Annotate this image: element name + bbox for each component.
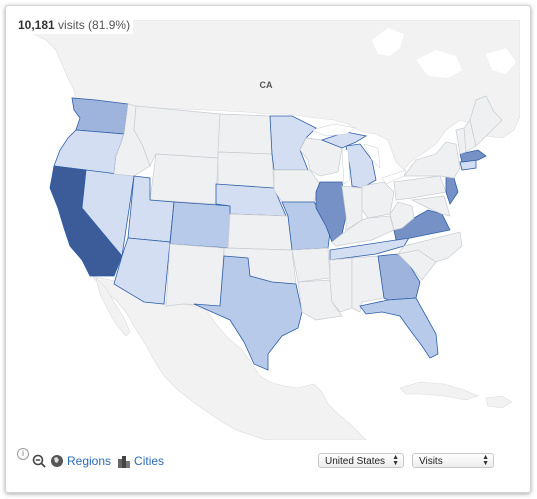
us-map[interactable]: CA bbox=[16, 20, 520, 440]
geo-map-widget: CA 10,181 visits (81.9%) i Regions Citie… bbox=[5, 5, 531, 493]
state-indiana[interactable] bbox=[341, 185, 363, 231]
us-states bbox=[49, 95, 503, 371]
metric-select[interactable]: Visits ▲ ▼ bbox=[412, 453, 494, 468]
canada-water-2 bbox=[416, 50, 462, 78]
map-controls: Regions Cities bbox=[32, 453, 164, 469]
state-south-dakota[interactable] bbox=[217, 151, 275, 191]
canada-water-3 bbox=[486, 48, 516, 74]
info-icon[interactable]: i bbox=[17, 448, 29, 460]
state-iowa[interactable] bbox=[273, 169, 321, 203]
chevron-updown-icon: ▲ ▼ bbox=[482, 454, 489, 467]
state-ohio[interactable] bbox=[361, 181, 395, 219]
state-colorado[interactable] bbox=[169, 201, 233, 249]
zoom-out-icon[interactable] bbox=[32, 454, 46, 468]
lake-michigan bbox=[341, 149, 351, 185]
metric-select-value: Visits bbox=[419, 456, 443, 467]
cities-link[interactable]: Cities bbox=[134, 454, 165, 468]
regions-link[interactable]: Regions bbox=[67, 454, 112, 468]
cuba-island bbox=[399, 381, 479, 401]
visits-summary: 10,181 visits (81.9%) bbox=[15, 16, 134, 34]
state-new-mexico[interactable] bbox=[165, 243, 225, 307]
state-michigan[interactable] bbox=[345, 143, 377, 189]
visits-label: visits (81.9%) bbox=[58, 18, 131, 32]
state-pennsylvania[interactable] bbox=[393, 175, 447, 201]
state-north-carolina[interactable] bbox=[397, 231, 463, 263]
canada-water-1 bbox=[372, 28, 404, 56]
state-arkansas[interactable] bbox=[291, 247, 331, 283]
country-select-value: United States bbox=[325, 456, 386, 467]
state-washington[interactable] bbox=[71, 97, 129, 135]
canada-label: CA bbox=[260, 80, 273, 90]
state-texas[interactable] bbox=[193, 255, 303, 371]
visits-count: 10,181 bbox=[18, 18, 55, 32]
country-select[interactable]: United States ▲ ▼ bbox=[318, 453, 404, 468]
state-kentucky[interactable] bbox=[331, 215, 395, 247]
state-florida[interactable] bbox=[359, 297, 439, 359]
state-new-york[interactable] bbox=[403, 141, 461, 179]
lake-erie bbox=[381, 169, 407, 185]
hispaniola-island bbox=[485, 395, 513, 409]
state-west-virginia[interactable] bbox=[389, 201, 415, 231]
state-north-dakota[interactable] bbox=[217, 113, 273, 155]
state-kansas[interactable] bbox=[227, 213, 293, 251]
globe-icon[interactable] bbox=[50, 454, 64, 468]
state-wyoming[interactable] bbox=[149, 153, 219, 205]
chevron-updown-icon: ▲ ▼ bbox=[392, 454, 399, 467]
lake-huron bbox=[363, 143, 381, 169]
state-maine[interactable] bbox=[469, 95, 503, 147]
cities-icon[interactable] bbox=[117, 454, 131, 468]
state-maryland[interactable] bbox=[410, 195, 451, 217]
state-mississippi[interactable] bbox=[329, 257, 353, 313]
state-virginia[interactable] bbox=[393, 209, 451, 241]
state-massachusetts[interactable] bbox=[459, 149, 487, 163]
mexico-landmass bbox=[91, 275, 367, 440]
baja-peninsula bbox=[95, 277, 131, 337]
lake-superior bbox=[311, 123, 357, 137]
